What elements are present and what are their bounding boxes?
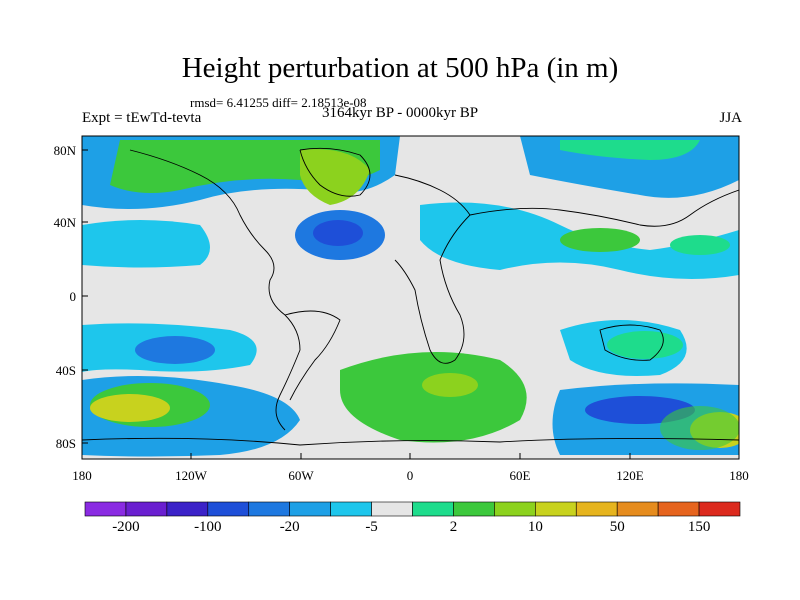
lat-tick-label: 0 xyxy=(70,289,77,304)
lat-tick-label: 80S xyxy=(56,436,76,451)
contour-field xyxy=(82,136,739,459)
colorbar-swatch xyxy=(207,501,250,517)
lat-tick-label: 80N xyxy=(54,143,77,158)
period-label: 3164kyr BP - 0000kyr BP xyxy=(322,105,479,121)
colorbar-swatch xyxy=(657,501,700,517)
contour-region xyxy=(82,220,210,268)
colorbar-swatch xyxy=(371,501,413,517)
contour-region xyxy=(670,235,730,255)
colorbar xyxy=(84,501,741,517)
colorbar-swatch xyxy=(330,501,372,517)
colorbar-swatch xyxy=(698,501,741,517)
contour-region xyxy=(560,228,640,252)
colorbar-swatch xyxy=(84,501,127,517)
lon-tick-label: 180 xyxy=(729,468,749,483)
colorbar-label: -200 xyxy=(112,519,140,535)
contour-region xyxy=(340,352,527,443)
latitude-axis: 80N 40N 0 40S 80S xyxy=(54,143,88,451)
experiment-label: Expt = tEwTd-tevta xyxy=(82,110,202,126)
contour-region xyxy=(300,149,370,205)
colorbar-label: 2 xyxy=(449,519,458,535)
colorbar-swatch xyxy=(453,501,495,517)
colorbar-label: -20 xyxy=(279,519,300,535)
lon-tick-label: 120W xyxy=(175,468,208,483)
contour-region xyxy=(422,373,478,397)
contour-region xyxy=(560,140,700,160)
lon-tick-label: 60E xyxy=(510,468,531,483)
lon-tick-label: 60W xyxy=(288,468,314,483)
lon-tick-label: 120E xyxy=(616,468,644,483)
contour-region xyxy=(90,394,170,422)
contour-region xyxy=(135,336,215,364)
colorbar-swatch xyxy=(166,501,209,517)
chart-title: Height perturbation at 500 hPa (in m) xyxy=(181,52,619,84)
longitude-axis: 180 120W 60W 0 60E 120E 180 xyxy=(72,453,749,483)
contour-region xyxy=(607,331,683,359)
season-label: JJA xyxy=(719,110,742,126)
coastlines xyxy=(82,147,739,446)
lon-tick-label: 0 xyxy=(407,468,414,483)
colorbar-label: 10 xyxy=(527,519,543,535)
colorbar-label: -5 xyxy=(365,519,378,535)
rmsd-diff-stats: rmsd= 6.41255 diff= 2.18513e-08 xyxy=(190,95,367,110)
colorbar-swatch xyxy=(248,501,290,517)
colorbar-swatch xyxy=(412,501,454,517)
colorbar-swatch xyxy=(289,501,331,517)
contour-region xyxy=(313,220,363,246)
lon-tick-label: 180 xyxy=(72,468,92,483)
contour-region xyxy=(660,406,739,450)
colorbar-swatch xyxy=(535,501,577,517)
colorbar-label: 50 xyxy=(609,519,625,535)
colorbar-swatch xyxy=(125,501,168,517)
colorbar-swatch xyxy=(575,501,618,517)
lat-tick-label: 40S xyxy=(56,363,76,378)
colorbar-label: -100 xyxy=(194,519,222,535)
colorbar-swatch xyxy=(616,501,659,517)
colorbar-label: 150 xyxy=(687,519,711,535)
colorbar-swatch xyxy=(494,501,536,517)
lat-tick-label: 40N xyxy=(54,215,77,230)
